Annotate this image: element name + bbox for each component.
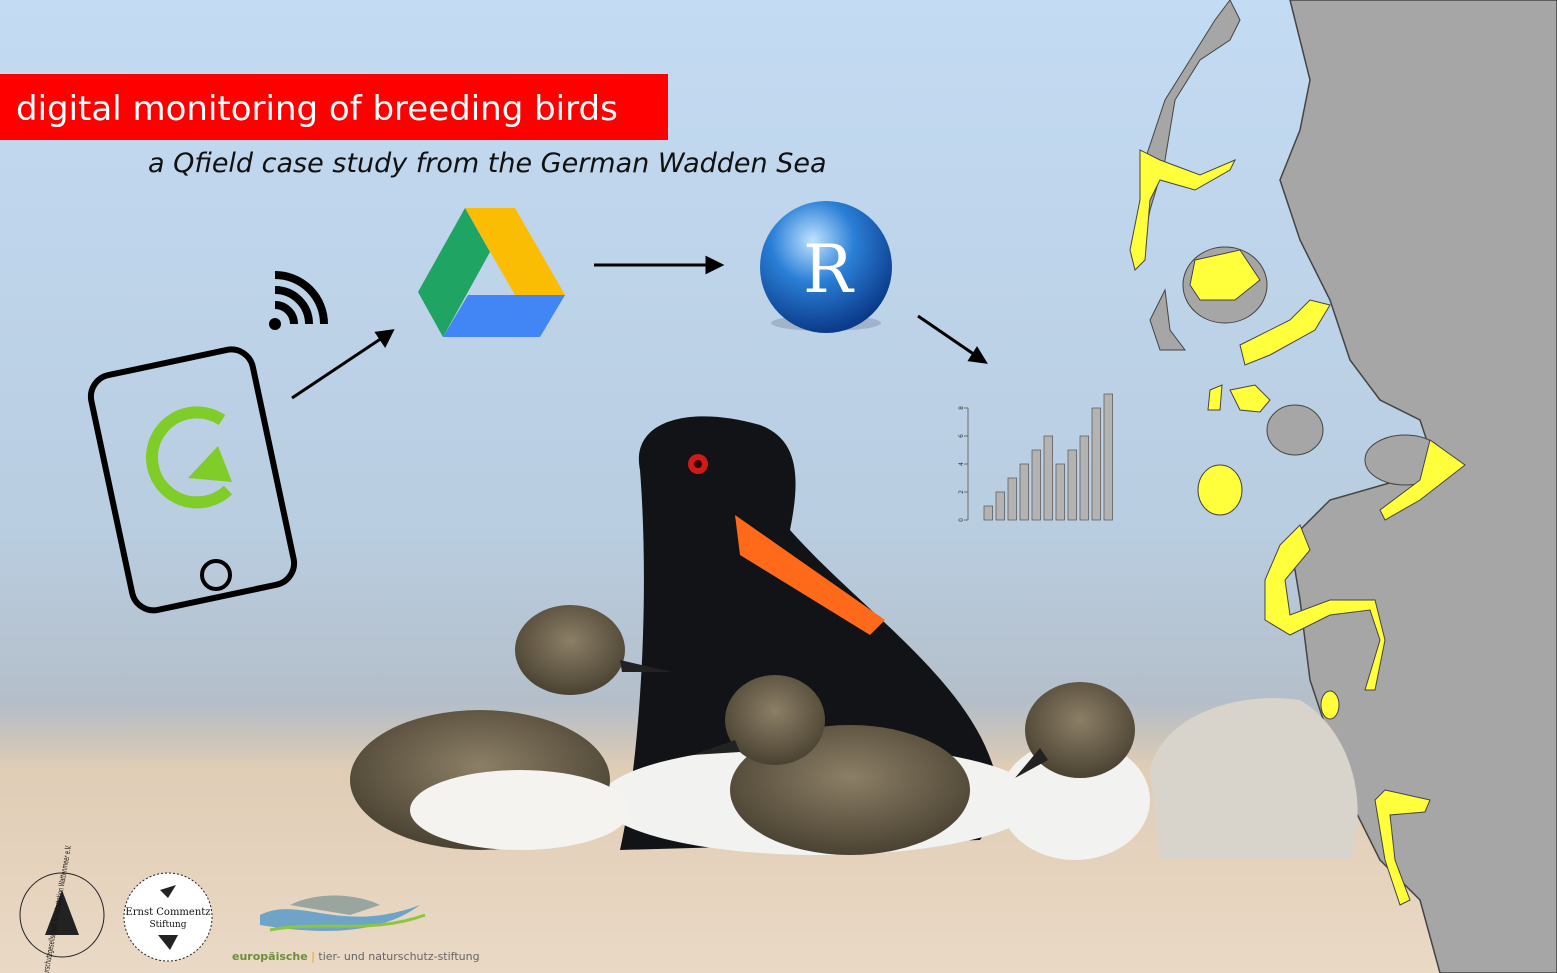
logo-text: Ernst Commentz <box>125 907 210 918</box>
subtitle: a Qfield case study from the German Wadd… <box>148 148 827 179</box>
island <box>1266 404 1324 456</box>
bar <box>1007 477 1017 521</box>
logo-text-rest: tier- und naturschutz-stiftung <box>318 950 479 963</box>
phone-icon <box>87 346 298 614</box>
bar <box>1055 463 1065 521</box>
bar <box>1079 435 1089 521</box>
bar <box>1103 393 1113 521</box>
y-tick-label: 6 <box>958 434 965 438</box>
logo-text: Stiftung <box>150 920 187 930</box>
wifi-icon <box>269 271 328 330</box>
y-tick-label: 2 <box>958 490 965 494</box>
logo-separator: | <box>311 950 315 963</box>
title: digital monitoring of breeding birds <box>16 89 618 129</box>
r-icon: R <box>760 201 892 333</box>
breeding-area <box>1379 439 1466 521</box>
island <box>1149 288 1186 351</box>
logo-commentz: Ernst Commentz Stiftung <box>123 872 213 962</box>
breeding-area <box>1239 299 1331 366</box>
logo-text: europäische | tier- und naturschutz-stif… <box>232 950 480 963</box>
breeding-area <box>1129 149 1237 271</box>
drive-icon <box>418 208 565 337</box>
map <box>1129 0 1557 973</box>
bar <box>1031 449 1041 521</box>
breeding-area <box>1197 464 1243 516</box>
mini-chart: 0 2 4 6 8 <box>958 393 1113 522</box>
y-tick-label: 4 <box>958 462 965 466</box>
logo-foundation: europäische | tier- und naturschutz-stif… <box>232 895 480 963</box>
bar <box>983 505 993 521</box>
bar <box>1019 463 1029 521</box>
bar <box>1091 407 1101 521</box>
breeding-area <box>1189 249 1261 301</box>
bar <box>1067 449 1077 521</box>
arrows <box>291 255 988 400</box>
y-tick-label: 8 <box>958 406 965 410</box>
y-tick-label: 0 <box>958 518 965 522</box>
title-banner <box>0 74 668 140</box>
breeding-area <box>1320 690 1340 720</box>
breeding-area <box>1264 524 1386 691</box>
logo-text-bold: europäische <box>232 950 308 963</box>
r-letter: R <box>803 231 855 308</box>
bar <box>995 491 1005 521</box>
breeding-area <box>1207 384 1271 413</box>
photo-birds <box>350 416 1358 860</box>
bar <box>1043 435 1053 521</box>
breeding-area <box>1374 789 1431 906</box>
